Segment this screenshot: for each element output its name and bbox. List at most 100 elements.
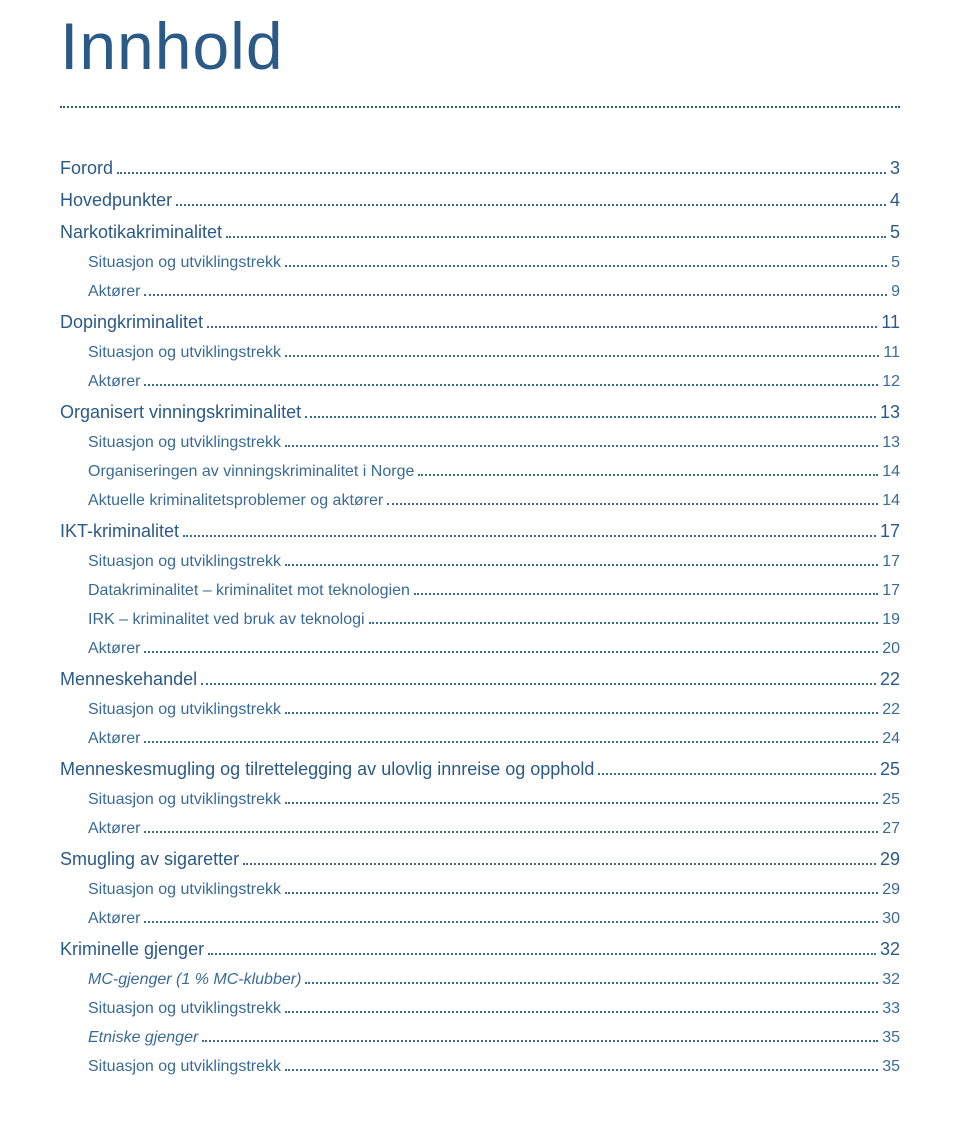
toc-leader-dots xyxy=(414,593,878,595)
toc-entry-label: Hovedpunkter xyxy=(60,190,172,211)
toc-entry[interactable]: Menneskesmugling og tilrettelegging av u… xyxy=(60,759,900,780)
toc-entry-page: 5 xyxy=(891,254,900,272)
toc-entry-label: Aktører xyxy=(88,640,140,658)
toc-entry-label: Situasjon og utviklingstrekk xyxy=(88,881,281,899)
toc-entry[interactable]: Situasjon og utviklingstrekk11 xyxy=(60,344,900,362)
toc-entry[interactable]: Aktører12 xyxy=(60,373,900,391)
toc-list: Forord 3 Hovedpunkter4 Narkotikakriminalite… xyxy=(60,158,900,1076)
toc-leader-dots xyxy=(144,741,878,743)
toc-leader-dots xyxy=(285,445,878,447)
toc-entry-label: Situasjon og utviklingstrekk xyxy=(88,701,281,719)
toc-entry-label: Situasjon og utviklingstrekk xyxy=(88,1000,281,1018)
toc-entry[interactable]: Hovedpunkter4 xyxy=(60,190,900,211)
toc-entry-page: 17 xyxy=(882,553,900,571)
toc-entry-label: Etniske gjenger xyxy=(88,1029,198,1047)
toc-leader-dots xyxy=(207,326,877,328)
toc-entry-page: 30 xyxy=(882,910,900,928)
toc-entry-page: 11 xyxy=(883,344,900,362)
toc-leader-dots xyxy=(183,535,876,537)
toc-entry-label: Situasjon og utviklingstrekk xyxy=(88,434,281,452)
toc-entry[interactable]: Aktører 20 xyxy=(60,640,900,658)
toc-entry-label: Aktører xyxy=(88,283,140,301)
toc-leader-dots xyxy=(285,802,878,804)
toc-entry[interactable]: Aktuelle kriminalitetsproblemer og aktør… xyxy=(60,492,900,510)
toc-leader-dots xyxy=(201,683,876,685)
toc-entry[interactable]: Situasjon og utviklingstrekk 5 xyxy=(60,254,900,272)
toc-entry-page: 19 xyxy=(882,611,900,629)
toc-entry-label: Forord xyxy=(60,158,113,179)
toc-entry-label: Situasjon og utviklingstrekk xyxy=(88,553,281,571)
toc-entry-label: IRK – kriminalitet ved bruk av teknologi xyxy=(88,611,365,629)
toc-entry[interactable]: Dopingkriminalitet11 xyxy=(60,312,900,333)
toc-entry[interactable]: MC-gjenger (1 % MC-klubber)32 xyxy=(60,971,900,989)
toc-entry-page: 33 xyxy=(882,1000,900,1018)
toc-entry-page: 5 xyxy=(890,222,900,243)
toc-leader-dots xyxy=(144,384,878,386)
toc-leader-dots xyxy=(598,773,876,775)
toc-entry-page: 32 xyxy=(880,939,900,960)
toc-entry-label: Aktører xyxy=(88,910,140,928)
toc-entry[interactable]: Menneskehandel22 xyxy=(60,669,900,690)
toc-entry[interactable]: Situasjon og utviklingstrekk 25 xyxy=(60,791,900,809)
toc-entry-page: 24 xyxy=(882,730,900,748)
toc-leader-dots xyxy=(305,982,878,984)
toc-entry[interactable]: Situasjon og utviklingstrekk13 xyxy=(60,434,900,452)
toc-entry[interactable]: Organisert vinningskriminalitet13 xyxy=(60,402,900,423)
toc-entry-label: Situasjon og utviklingstrekk xyxy=(88,791,281,809)
toc-leader-dots xyxy=(285,265,887,267)
toc-entry[interactable]: Organiseringen av vinningskriminalitet i… xyxy=(60,463,900,481)
toc-leader-dots xyxy=(176,204,886,206)
toc-entry[interactable]: Situasjon og utviklingstrekk 33 xyxy=(60,1000,900,1018)
toc-entry[interactable]: Situasjon og utviklingstrekk 17 xyxy=(60,553,900,571)
toc-entry-page: 17 xyxy=(880,521,900,542)
toc-entry-page: 22 xyxy=(880,669,900,690)
toc-leader-dots xyxy=(202,1040,878,1042)
toc-entry[interactable]: Aktører24 xyxy=(60,730,900,748)
toc-leader-dots xyxy=(117,172,886,174)
toc-entry[interactable]: IRK – kriminalitet ved bruk av teknologi… xyxy=(60,611,900,629)
toc-entry-label: Menneskesmugling og tilrettelegging av u… xyxy=(60,759,594,780)
toc-leader-dots xyxy=(226,236,886,238)
toc-entry-label: Aktører xyxy=(88,373,140,391)
toc-leader-dots xyxy=(369,622,879,624)
toc-leader-dots xyxy=(243,863,876,865)
toc-entry-page: 22 xyxy=(882,701,900,719)
toc-entry[interactable]: Datakriminalitet – kriminalitet mot tekn… xyxy=(60,582,900,600)
toc-leader-dots xyxy=(285,1069,878,1071)
toc-leader-dots xyxy=(144,294,887,296)
toc-entry-label: Aktører xyxy=(88,820,140,838)
toc-leader-dots xyxy=(144,651,878,653)
toc-entry[interactable]: Situasjon og utviklingstrekk35 xyxy=(60,1058,900,1076)
toc-entry-label: Narkotikakriminalitet xyxy=(60,222,222,243)
toc-entry-label: Datakriminalitet – kriminalitet mot tekn… xyxy=(88,582,410,600)
toc-entry[interactable]: Narkotikakriminalitet 5 xyxy=(60,222,900,243)
toc-entry-page: 20 xyxy=(882,640,900,658)
toc-entry[interactable]: Aktører 9 xyxy=(60,283,900,301)
toc-entry[interactable]: Situasjon og utviklingstrekk 29 xyxy=(60,881,900,899)
toc-entry[interactable]: Aktører 30 xyxy=(60,910,900,928)
toc-entry-label: Situasjon og utviklingstrekk xyxy=(88,254,281,272)
toc-entry-page: 29 xyxy=(880,849,900,870)
toc-entry-page: 11 xyxy=(881,312,900,333)
toc-entry[interactable]: IKT-kriminalitet17 xyxy=(60,521,900,542)
toc-leader-dots xyxy=(305,416,876,418)
toc-entry[interactable]: Etniske gjenger 35 xyxy=(60,1029,900,1047)
toc-entry[interactable]: Situasjon og utviklingstrekk 22 xyxy=(60,701,900,719)
toc-leader-dots xyxy=(144,831,878,833)
toc-entry[interactable]: Aktører27 xyxy=(60,820,900,838)
toc-entry-label: Organiseringen av vinningskriminalitet i… xyxy=(88,463,414,481)
toc-entry-page: 25 xyxy=(882,791,900,809)
toc-entry-page: 17 xyxy=(882,582,900,600)
toc-leader-dots xyxy=(285,355,879,357)
page-title: Innhold xyxy=(60,0,900,108)
toc-entry[interactable]: Smugling av sigaretter29 xyxy=(60,849,900,870)
toc-entry-page: 35 xyxy=(882,1029,900,1047)
toc-entry-page: 35 xyxy=(882,1058,900,1076)
toc-entry-page: 9 xyxy=(891,283,900,301)
toc-entry[interactable]: Kriminelle gjenger32 xyxy=(60,939,900,960)
toc-entry[interactable]: Forord 3 xyxy=(60,158,900,179)
toc-entry-page: 14 xyxy=(882,492,900,510)
toc-entry-page: 29 xyxy=(882,881,900,899)
toc-entry-label: Organisert vinningskriminalitet xyxy=(60,402,301,423)
toc-entry-page: 3 xyxy=(890,158,900,179)
